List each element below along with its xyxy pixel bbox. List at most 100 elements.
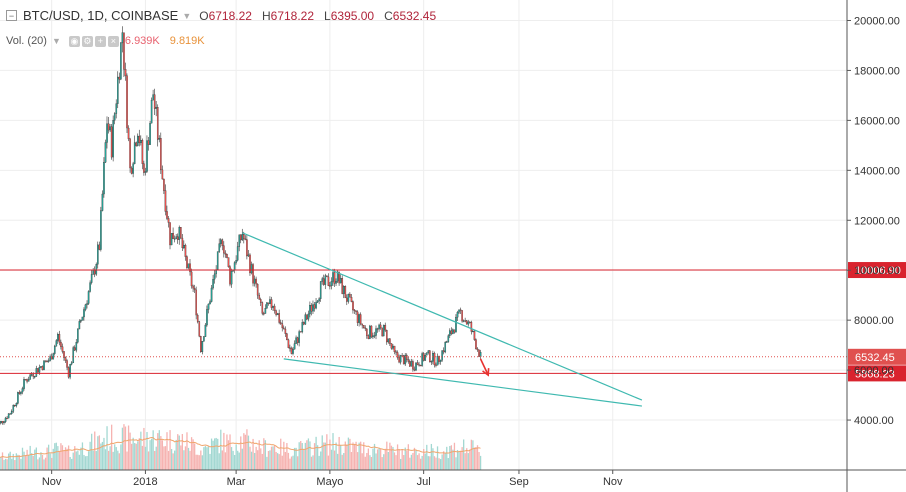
y-tick-label: 20000.00 bbox=[854, 15, 900, 27]
candle bbox=[427, 350, 430, 355]
symbol-title[interactable]: BTC/USD, 1D, COINBASE bbox=[23, 8, 179, 23]
volume-bar bbox=[473, 447, 476, 470]
candle bbox=[382, 324, 385, 337]
collapse-icon[interactable]: − bbox=[6, 10, 17, 21]
volume-bar bbox=[401, 449, 403, 470]
volume-bar bbox=[284, 451, 287, 470]
dropdown-icon[interactable]: ▼ bbox=[182, 10, 192, 21]
volume-bar bbox=[286, 443, 288, 470]
volume-bar bbox=[210, 438, 213, 470]
candle bbox=[429, 349, 431, 363]
candle bbox=[138, 129, 141, 147]
volume-bar bbox=[38, 457, 41, 470]
candle bbox=[364, 325, 367, 332]
volume-dropdown-icon[interactable]: ▼ bbox=[51, 36, 61, 46]
volume-bar bbox=[327, 455, 330, 470]
candle bbox=[459, 307, 462, 315]
candle bbox=[355, 310, 357, 316]
volume-bar bbox=[426, 444, 428, 470]
volume-bar bbox=[161, 440, 164, 470]
volume-bar bbox=[330, 449, 333, 470]
settings-icon[interactable]: ⚙ bbox=[81, 35, 93, 47]
candle bbox=[12, 404, 15, 414]
eye-icon[interactable]: ◉ bbox=[68, 35, 80, 47]
volume-bar bbox=[124, 426, 127, 470]
volume-bar bbox=[346, 444, 348, 470]
candle bbox=[35, 365, 38, 377]
candle bbox=[20, 391, 22, 396]
volume-bar bbox=[243, 433, 245, 470]
volume-bar bbox=[283, 441, 285, 470]
candle bbox=[253, 275, 256, 287]
volume-bar bbox=[329, 439, 331, 470]
volume-bar bbox=[380, 448, 382, 470]
candle bbox=[439, 359, 442, 365]
volume-indicator-label[interactable]: Vol. (20) bbox=[6, 35, 47, 47]
volume-bar bbox=[104, 449, 107, 470]
candle bbox=[236, 241, 239, 262]
candle bbox=[287, 338, 290, 349]
candle bbox=[230, 268, 233, 288]
volume-bar bbox=[266, 456, 268, 470]
forecast-arrow[interactable] bbox=[479, 358, 489, 376]
candle bbox=[3, 420, 5, 425]
volume-bar bbox=[370, 456, 373, 470]
volume-bar bbox=[29, 445, 31, 470]
candle bbox=[332, 268, 334, 286]
volume-bar bbox=[318, 455, 320, 470]
candle bbox=[103, 157, 105, 198]
candle bbox=[469, 321, 471, 324]
candle bbox=[207, 303, 210, 314]
candle bbox=[104, 139, 107, 163]
volume-bar bbox=[72, 452, 74, 470]
volume-bar bbox=[157, 433, 159, 470]
volume-bar bbox=[358, 442, 360, 470]
candle bbox=[184, 243, 187, 261]
candle bbox=[110, 123, 113, 160]
volume-bar bbox=[249, 446, 251, 470]
candle bbox=[24, 379, 27, 381]
volume-bar bbox=[8, 453, 10, 470]
volume-bar bbox=[227, 440, 230, 470]
volume-bar bbox=[218, 453, 220, 470]
candle bbox=[306, 314, 308, 321]
volume-bar bbox=[258, 440, 260, 470]
candle bbox=[310, 303, 313, 316]
volume-bar bbox=[356, 452, 359, 470]
volume-bar bbox=[164, 446, 167, 470]
candle bbox=[170, 233, 173, 246]
volume-bar bbox=[415, 450, 417, 470]
candle bbox=[339, 274, 342, 284]
candle bbox=[53, 344, 56, 356]
x-tick-label: Nov bbox=[603, 476, 623, 488]
volume-bar bbox=[52, 448, 54, 470]
low-label: L bbox=[324, 8, 331, 23]
volume-bar bbox=[267, 451, 270, 470]
candle bbox=[29, 373, 31, 380]
trendline[interactable] bbox=[242, 232, 643, 401]
volume-bar bbox=[336, 453, 339, 470]
volume-bar bbox=[155, 446, 157, 470]
add-icon[interactable]: + bbox=[94, 35, 106, 47]
close-icon[interactable]: × bbox=[107, 35, 119, 47]
volume-bar bbox=[215, 437, 217, 470]
candle bbox=[49, 354, 51, 362]
candle bbox=[352, 300, 354, 314]
candle bbox=[196, 313, 199, 324]
candle bbox=[472, 329, 474, 333]
candle bbox=[106, 116, 108, 149]
volume-bar bbox=[450, 445, 453, 470]
candle bbox=[449, 328, 451, 339]
volume-bar bbox=[229, 434, 231, 470]
volume-bar bbox=[303, 449, 305, 470]
volume-bar bbox=[264, 440, 267, 470]
volume-bar bbox=[340, 445, 342, 470]
volume-bar bbox=[470, 439, 473, 470]
high-label: H bbox=[261, 8, 271, 23]
trendline[interactable] bbox=[283, 358, 643, 407]
volume-bar bbox=[83, 454, 85, 470]
volume-bar bbox=[478, 452, 480, 470]
volume-bar bbox=[167, 450, 170, 470]
candle bbox=[107, 117, 110, 134]
